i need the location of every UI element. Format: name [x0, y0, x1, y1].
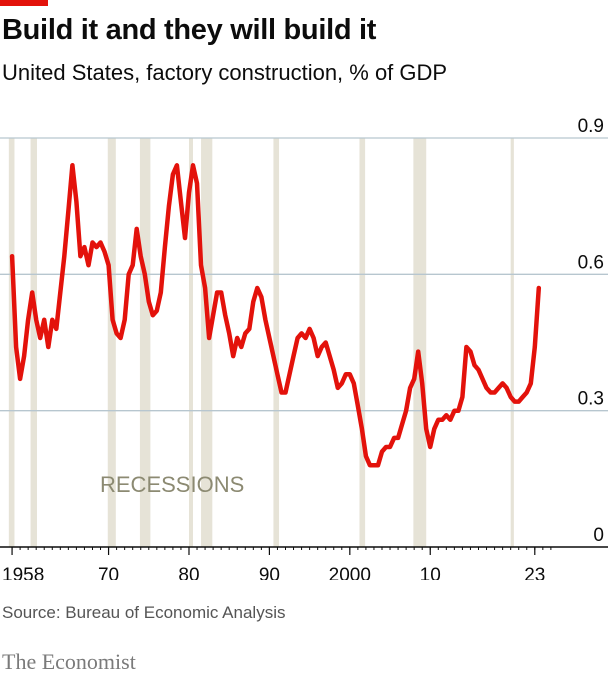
x-tick-label: 90	[259, 565, 280, 580]
recession-band	[107, 138, 116, 547]
recession-band	[413, 138, 427, 547]
y-tick-label: 0.3	[578, 389, 604, 410]
x-tick-label: 10	[420, 565, 441, 580]
recession-band	[359, 138, 366, 547]
x-tick-label: 70	[98, 565, 119, 580]
series-line	[9, 163, 542, 468]
recession-band	[201, 138, 213, 547]
chart-subtitle: United States, factory construction, % o…	[2, 60, 448, 85]
y-tick-label: 0.9	[578, 116, 604, 137]
source-note: Source: Bureau of Economic Analysis	[2, 603, 286, 622]
recession-band	[30, 138, 37, 547]
line-chart: 0 0.3 0.6 0.9 1958 70 80 90 2000 10 23 RECESSIONS	[0, 116, 608, 580]
x-axis: 1958 70 80 90 2000 10 23	[0, 546, 608, 580]
gridlines: 0 0.3 0.6 0.9	[0, 116, 608, 546]
x-tick-label: 1958	[2, 565, 44, 580]
recession-band	[8, 138, 15, 547]
recessions-label: RECESSIONS	[100, 472, 244, 497]
y-tick-label: 0.6	[578, 252, 604, 273]
x-tick-label: 80	[178, 565, 199, 580]
recession-band	[510, 138, 514, 547]
x-tick-label: 2000	[329, 565, 371, 580]
recession-band	[273, 138, 280, 547]
brand-accent-bar	[0, 0, 48, 6]
recession-band	[188, 138, 194, 547]
recession-band	[139, 138, 151, 547]
recession-bands	[8, 138, 514, 547]
y-tick-label: 0	[593, 525, 604, 546]
chart-title: Build it and they will build it	[2, 14, 377, 46]
publisher-logo: The Economist	[2, 649, 136, 674]
x-tick-label: 23	[524, 565, 545, 580]
